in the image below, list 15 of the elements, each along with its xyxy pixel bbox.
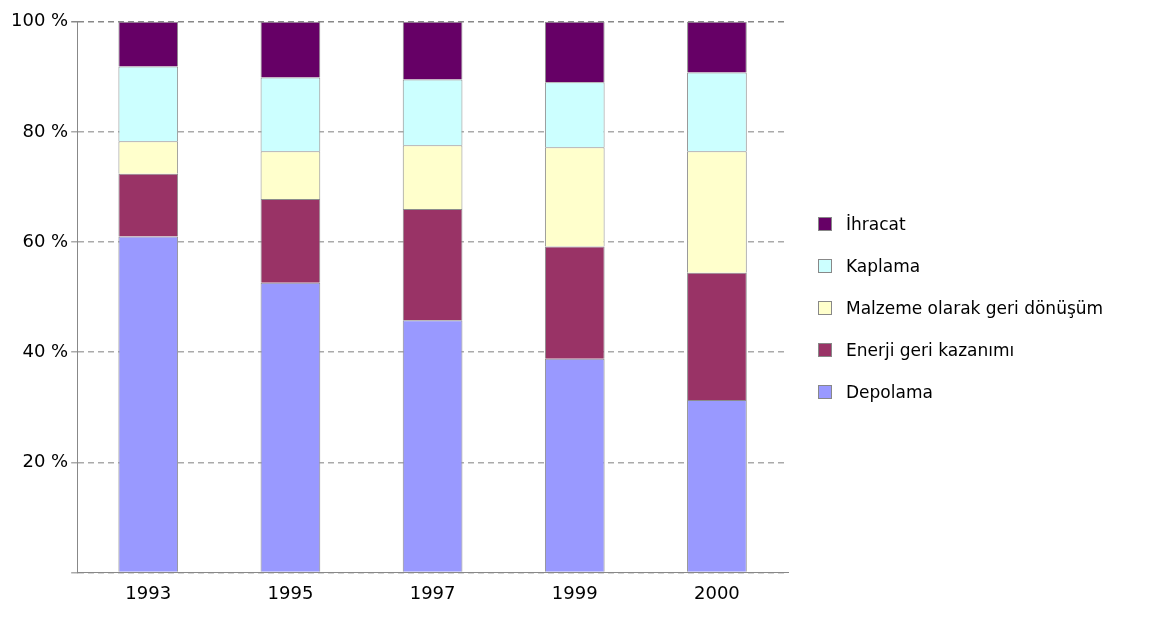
x-tick-label: 1995 bbox=[267, 581, 314, 603]
legend-label: Kaplama bbox=[846, 256, 921, 276]
y-tick-label: 100 % bbox=[10, 9, 69, 31]
x-tick-label: 1993 bbox=[125, 581, 172, 603]
y-tick-label: 20 % bbox=[22, 449, 69, 471]
x-tick-label: 1997 bbox=[409, 581, 456, 603]
x-tick-label: 1999 bbox=[551, 581, 598, 603]
y-tick-label: 80 % bbox=[22, 119, 69, 141]
legend-label: Enerji geri kazanımı bbox=[846, 340, 1015, 360]
legend-label: İhracat bbox=[846, 214, 906, 234]
y-tick-label: 40 % bbox=[22, 339, 69, 361]
y-tick-label: 60 % bbox=[22, 229, 69, 251]
legend-label: Depolama bbox=[846, 382, 933, 402]
legend-label: Malzeme olarak geri dönüşüm bbox=[846, 298, 1104, 318]
x-tick-label: 2000 bbox=[694, 581, 740, 603]
